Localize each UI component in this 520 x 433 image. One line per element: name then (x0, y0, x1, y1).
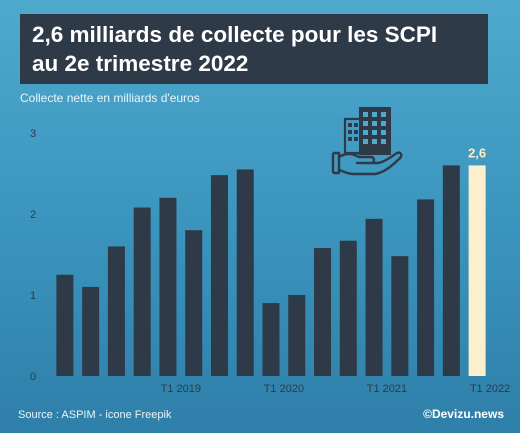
source-note: Source : ASPIM - icone Freepik (18, 409, 172, 421)
bar (391, 256, 409, 376)
y-axis-ticks: 0 1 2 3 (30, 128, 36, 383)
y-tick-label: 0 (30, 371, 36, 383)
bar (417, 199, 435, 376)
bar (236, 169, 254, 376)
bar (288, 295, 306, 376)
bar (107, 246, 125, 376)
x-tick-label: T1 2022 (470, 383, 510, 395)
brand-credit: ©Devizu.news (423, 407, 504, 421)
title-box: 2,6 milliards de collecte pour les SCPI … (20, 14, 488, 84)
bar (159, 197, 177, 376)
title-line-2: au 2e trimestre 2022 (32, 51, 249, 76)
bars-group (56, 165, 486, 376)
bar (314, 248, 332, 376)
y-tick-label: 2 (30, 209, 36, 221)
x-tick-label: T1 2021 (367, 383, 407, 395)
bar (56, 274, 74, 376)
bar (365, 218, 383, 376)
data-labels-group: 2,6 (468, 145, 486, 160)
x-tick-label: T1 2019 (161, 383, 201, 395)
bar (210, 175, 228, 376)
bar (82, 286, 100, 376)
bar (442, 165, 460, 376)
bar (185, 230, 203, 376)
x-tick-label: T1 2020 (264, 383, 304, 395)
y-tick-label: 1 (30, 290, 36, 302)
bar (339, 240, 357, 376)
bar-highlighted (468, 165, 486, 376)
title-line-1: 2,6 milliards de collecte pour les SCPI (32, 22, 438, 47)
y-tick-label: 3 (30, 128, 36, 140)
building-in-hand-icon (331, 107, 403, 176)
x-axis-ticks: T1 2019 T1 2020 T1 2021 T1 2022 (161, 383, 511, 395)
bar (133, 207, 151, 376)
y-axis-label: Collecte nette en milliards d'euros (20, 91, 200, 105)
bar (262, 303, 280, 376)
data-label: 2,6 (468, 145, 486, 160)
